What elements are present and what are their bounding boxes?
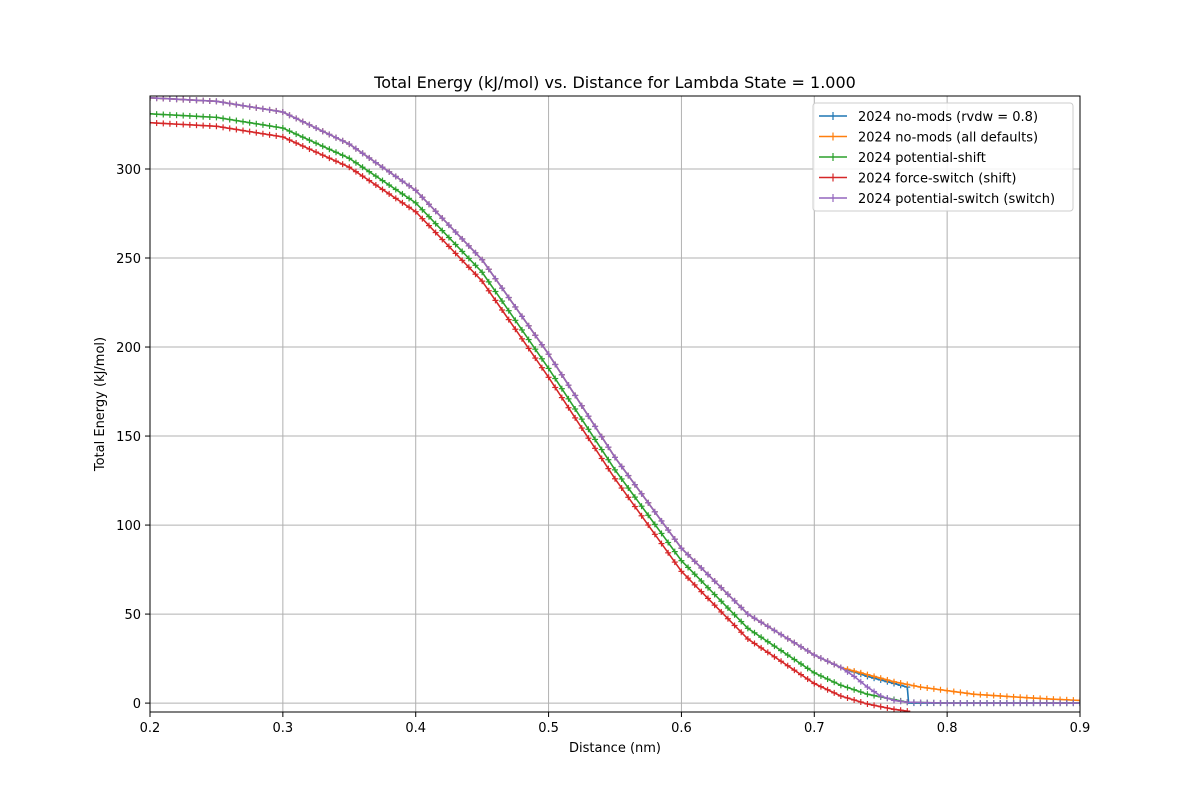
y-tick-label: 300 <box>116 163 141 178</box>
legend-entry: 2024 no-mods (all defaults) <box>858 131 1038 146</box>
legend-entry: 2024 force-switch (shift) <box>858 172 1017 187</box>
x-tick-label: 0.4 <box>405 721 426 736</box>
legend-entry: 2024 potential-shift <box>858 151 986 166</box>
series-markers <box>150 96 1080 707</box>
y-tick-label: 0 <box>133 697 141 712</box>
x-tick-label: 0.8 <box>937 721 958 736</box>
y-tick-label: 150 <box>116 430 141 445</box>
y-tick-label: 250 <box>116 252 141 267</box>
x-axis-label: Distance (nm) <box>569 741 661 756</box>
series-markers <box>150 110 1080 707</box>
chart-title: Total Energy (kJ/mol) vs. Distance for L… <box>373 73 856 92</box>
x-tick-label: 0.5 <box>538 721 559 736</box>
x-tick-label: 0.2 <box>140 721 161 736</box>
x-tick-label: 0.3 <box>273 721 294 736</box>
legend-box <box>812 102 1074 212</box>
x-axis-ticks: 0.2 0.3 0.4 0.5 0.6 0.7 0.8 0.9 <box>140 712 1091 736</box>
x-tick-label: 0.9 <box>1070 721 1091 736</box>
series-5 <box>150 96 1080 707</box>
y-tick-label: 200 <box>116 341 141 356</box>
y-tick-label: 50 <box>124 608 141 623</box>
y-axis-ticks: 0 50 100 150 200 250 300 <box>116 163 150 712</box>
y-axis-label: Total Energy (kJ/mol) <box>93 337 108 472</box>
y-tick-label: 100 <box>116 519 141 534</box>
legend-entry: 2024 potential-switch (switch) <box>858 192 1055 207</box>
legend-entry: 2024 no-mods (rvdw = 0.8) <box>858 110 1038 125</box>
plot-frame <box>149 95 1081 713</box>
series-markers <box>150 119 911 712</box>
x-tick-label: 0.6 <box>671 721 692 736</box>
legend: 2024 no-mods (rvdw = 0.8) 2024 no-mods (a… <box>812 102 1074 212</box>
series-4 <box>150 119 911 712</box>
x-tick-label: 0.7 <box>804 721 825 736</box>
series-layer <box>150 96 1080 712</box>
